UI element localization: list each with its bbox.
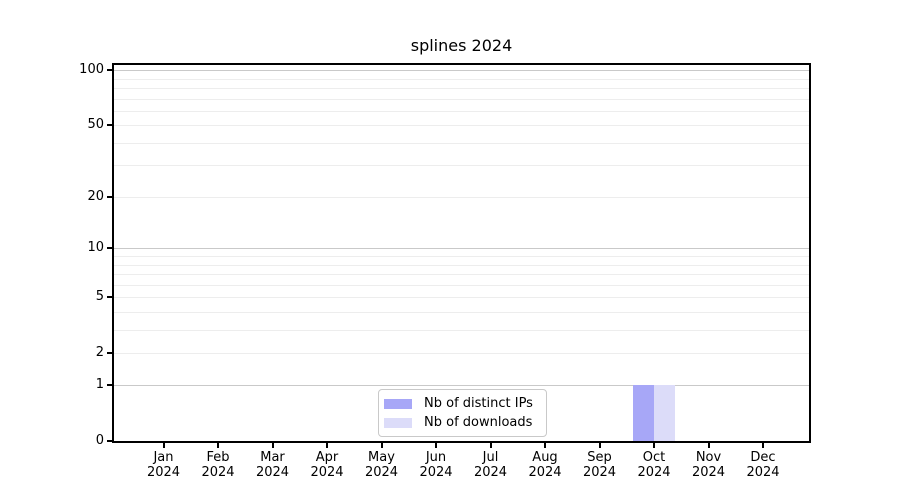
x-tick-label: Jun 2024: [419, 450, 453, 480]
chart-title: splines 2024: [410, 36, 513, 55]
y-tick: [107, 195, 112, 198]
x-tick-label: Oct 2024: [637, 450, 671, 480]
x-tick-label: Apr 2024: [310, 450, 344, 480]
legend: Nb of distinct IPs Nb of downloads: [378, 389, 547, 437]
x-tick: [489, 443, 492, 448]
minor-gridline: [114, 143, 809, 144]
legend-swatch: [384, 398, 412, 409]
x-tick: [326, 443, 328, 448]
y-tick-label: 1: [95, 377, 104, 393]
minor-gridline: [114, 197, 809, 198]
legend-swatch: [384, 417, 412, 428]
y-tick: [107, 247, 112, 250]
x-tick-label: May 2024: [364, 450, 399, 480]
plot-area-border: [112, 63, 811, 443]
minor-gridline: [114, 79, 809, 80]
x-tick-label: Aug 2024: [528, 450, 562, 480]
minor-gridline: [114, 353, 809, 354]
x-tick: [544, 443, 546, 448]
bar-nb-of-distinct-ips: [633, 385, 654, 443]
x-tick-label: Sep 2024: [582, 450, 617, 480]
x-tick-label: Jul 2024: [473, 450, 508, 480]
major-gridline: [114, 385, 809, 386]
minor-gridline: [114, 111, 809, 112]
bar-nb-of-downloads: [654, 385, 675, 443]
y-tick-label: 2: [95, 344, 104, 360]
x-tick: [380, 443, 383, 448]
y-tick-label: 0: [95, 433, 104, 448]
y-tick-label: 5: [95, 289, 104, 305]
minor-gridline: [114, 99, 809, 100]
minor-gridline: [114, 165, 809, 166]
x-tick-label: Mar 2024: [255, 450, 290, 480]
x-tick: [217, 443, 219, 448]
legend-item: Nb of downloads: [384, 413, 540, 432]
y-tick: [107, 351, 112, 354]
y-tick-label: 50: [87, 117, 104, 133]
legend-item: Nb of distinct IPs: [384, 394, 540, 413]
x-tick: [162, 443, 165, 448]
y-tick: [107, 69, 112, 72]
x-tick-label: Feb 2024: [201, 450, 235, 480]
x-tick: [271, 443, 274, 448]
minor-gridline: [114, 297, 809, 298]
y-tick-label: 100: [79, 62, 104, 78]
x-tick: [598, 443, 601, 448]
x-tick: [707, 443, 710, 448]
legend-item-label: Nb of distinct IPs: [424, 396, 533, 411]
minor-gridline: [114, 88, 809, 89]
minor-gridline: [114, 330, 809, 331]
y-tick: [107, 384, 112, 387]
legend-item-label: Nb of downloads: [424, 415, 533, 430]
y-tick-label: 10: [87, 240, 104, 256]
x-tick: [435, 443, 437, 448]
y-tick: [107, 440, 112, 442]
x-tick-label: Jan 2024: [146, 450, 181, 480]
minor-gridline: [114, 265, 809, 266]
minor-gridline: [114, 285, 809, 286]
y-tick: [107, 296, 112, 299]
x-tick: [762, 443, 764, 448]
minor-gridline: [114, 125, 809, 126]
y-tick: [107, 124, 112, 127]
major-gridline: [114, 248, 809, 249]
minor-gridline: [114, 256, 809, 257]
y-tick-label: 20: [87, 188, 104, 204]
x-tick-label: Dec 2024: [746, 450, 780, 480]
x-tick-label: Nov 2024: [691, 450, 726, 480]
x-tick: [653, 443, 655, 448]
minor-gridline: [114, 274, 809, 275]
minor-gridline: [114, 312, 809, 313]
major-gridline: [114, 70, 809, 71]
